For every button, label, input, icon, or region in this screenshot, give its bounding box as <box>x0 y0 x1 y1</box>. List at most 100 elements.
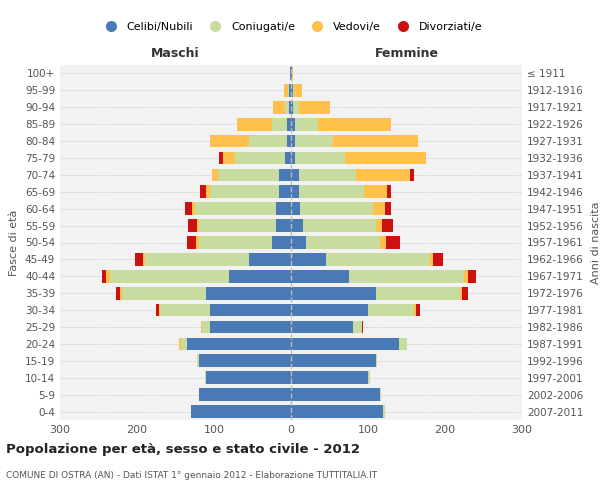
Bar <box>272 236 291 249</box>
Bar <box>291 202 300 215</box>
Bar <box>291 67 292 80</box>
Bar <box>292 67 293 80</box>
Bar <box>210 134 248 147</box>
Bar <box>291 304 368 316</box>
Bar <box>199 388 291 401</box>
Bar <box>291 118 295 130</box>
Bar <box>280 186 291 198</box>
Bar <box>248 253 291 266</box>
Bar <box>275 220 291 232</box>
Bar <box>368 304 414 316</box>
Bar <box>291 253 326 266</box>
Bar <box>291 101 293 114</box>
Bar <box>145 253 248 266</box>
Bar <box>387 186 391 198</box>
Bar <box>349 270 464 282</box>
Y-axis label: Fasce di età: Fasce di età <box>10 210 19 276</box>
Bar <box>385 202 391 215</box>
Text: Maschi: Maschi <box>151 47 200 60</box>
Bar <box>291 84 293 96</box>
Bar <box>158 304 160 316</box>
Bar <box>380 388 381 401</box>
Bar <box>275 202 291 215</box>
Bar <box>220 152 223 164</box>
Bar <box>293 84 294 96</box>
Bar <box>291 186 299 198</box>
Bar <box>299 101 330 114</box>
Bar <box>235 152 285 164</box>
Bar <box>195 202 275 215</box>
Bar <box>326 253 430 266</box>
Bar <box>272 118 287 130</box>
Bar <box>199 354 291 367</box>
Bar <box>416 304 419 316</box>
Bar <box>205 372 206 384</box>
Bar <box>291 134 295 147</box>
Bar <box>143 253 145 266</box>
Bar <box>368 372 370 384</box>
Text: Popolazione per età, sesso e stato civile - 2012: Popolazione per età, sesso e stato civil… <box>6 442 360 456</box>
Bar <box>410 168 414 181</box>
Bar <box>293 101 299 114</box>
Bar <box>290 67 291 80</box>
Bar <box>156 304 158 316</box>
Bar <box>284 84 288 96</box>
Bar <box>206 186 210 198</box>
Bar <box>291 287 376 300</box>
Bar <box>302 220 376 232</box>
Bar <box>200 186 206 198</box>
Bar <box>464 270 468 282</box>
Bar <box>291 405 383 418</box>
Bar <box>210 320 291 334</box>
Bar <box>201 320 202 334</box>
Bar <box>287 134 291 147</box>
Bar <box>202 320 210 334</box>
Bar <box>376 354 377 367</box>
Bar <box>295 134 334 147</box>
Bar <box>291 220 302 232</box>
Bar <box>188 220 197 232</box>
Bar <box>185 202 193 215</box>
Bar <box>291 338 399 350</box>
Bar <box>212 168 218 181</box>
Bar <box>291 388 380 401</box>
Bar <box>285 101 289 114</box>
Y-axis label: Anni di nascita: Anni di nascita <box>590 201 600 284</box>
Bar <box>248 134 287 147</box>
Bar <box>299 186 364 198</box>
Bar <box>223 152 235 164</box>
Bar <box>122 287 206 300</box>
Bar <box>291 152 295 164</box>
Bar <box>237 118 272 130</box>
Bar <box>280 168 291 181</box>
Bar <box>386 236 400 249</box>
Bar <box>362 320 364 334</box>
Bar <box>307 236 380 249</box>
Bar <box>291 270 349 282</box>
Bar <box>460 287 462 300</box>
Bar <box>136 253 143 266</box>
Bar <box>291 320 353 334</box>
Bar <box>468 270 476 282</box>
Bar <box>181 338 187 350</box>
Bar <box>299 168 356 181</box>
Bar <box>294 84 302 96</box>
Bar <box>295 118 318 130</box>
Bar <box>229 270 291 282</box>
Bar <box>291 236 307 249</box>
Bar <box>106 270 110 282</box>
Bar <box>289 101 291 114</box>
Bar <box>462 287 468 300</box>
Bar <box>179 338 181 350</box>
Text: Femmine: Femmine <box>374 47 439 60</box>
Bar <box>300 202 373 215</box>
Bar <box>210 304 291 316</box>
Bar <box>197 220 199 232</box>
Bar <box>383 405 385 418</box>
Bar <box>334 134 418 147</box>
Bar <box>116 287 120 300</box>
Bar <box>199 220 275 232</box>
Bar <box>345 152 426 164</box>
Bar <box>273 101 285 114</box>
Bar <box>160 304 210 316</box>
